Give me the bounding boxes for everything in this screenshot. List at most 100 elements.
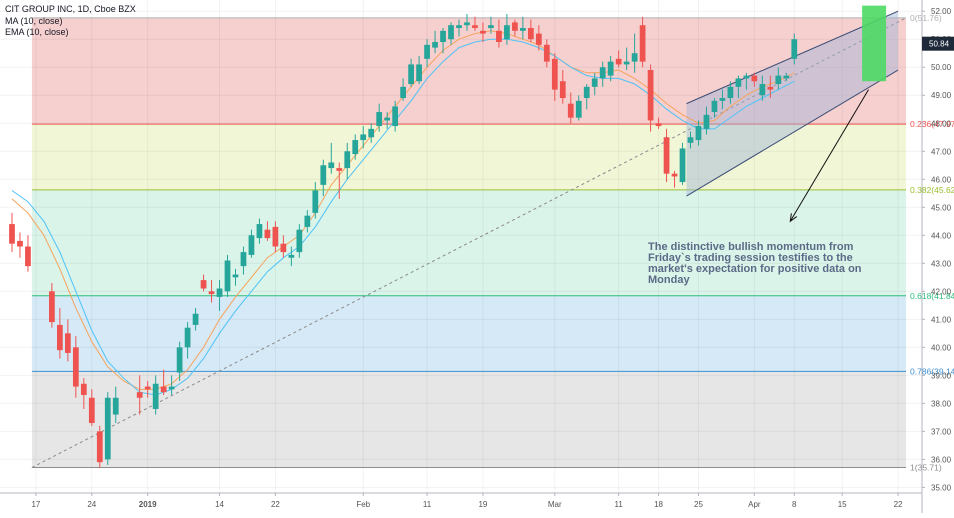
candle-body <box>208 291 215 295</box>
candle-body <box>591 78 598 87</box>
candle-body <box>440 30 446 43</box>
candle <box>160 369 167 395</box>
price-tick-label: 44.00 <box>931 231 952 240</box>
candle <box>96 425 103 468</box>
candle <box>448 22 454 45</box>
candle-body <box>575 100 582 118</box>
time-tick-label: 22 <box>271 500 280 509</box>
candle <box>543 39 550 68</box>
price-tick-label: 35.00 <box>931 483 952 492</box>
candle-body <box>112 397 119 415</box>
candle-body <box>583 86 590 99</box>
candle-body <box>232 274 239 278</box>
candle <box>240 246 247 275</box>
annotation-arrow-head <box>789 213 798 223</box>
candle <box>320 159 327 197</box>
candle-body <box>272 226 279 247</box>
candle <box>368 123 375 143</box>
candle-body <box>392 106 399 127</box>
price-tick-label: 37.00 <box>931 427 952 436</box>
candle <box>607 56 614 82</box>
ma-indicator-label[interactable]: MA (10, close) <box>5 16 63 26</box>
candle <box>480 22 486 43</box>
candle <box>583 84 590 110</box>
candle <box>72 336 79 398</box>
candle-body <box>607 61 614 76</box>
candle <box>615 50 622 68</box>
candle-body <box>631 53 638 62</box>
candle <box>192 308 199 331</box>
candle <box>496 19 502 48</box>
candle <box>176 341 183 381</box>
ema-indicator-label[interactable]: EMA (10, close) <box>5 27 69 37</box>
candle <box>104 392 111 465</box>
candle-body <box>288 254 295 258</box>
candle <box>416 56 422 85</box>
fib-zone-0.618-0.786 <box>31 295 907 372</box>
candle-body <box>344 151 351 169</box>
candle-body <box>96 431 103 463</box>
fib-label-1: 1(35.71) <box>910 463 942 473</box>
candle <box>512 19 518 37</box>
candle <box>519 16 526 40</box>
price-tick-label: 50.00 <box>931 63 952 72</box>
candle-body <box>248 235 255 255</box>
candle-body <box>527 28 534 40</box>
time-tick-label: 18 <box>654 500 663 509</box>
candle <box>352 134 359 160</box>
candle-body <box>200 280 207 289</box>
candle <box>80 378 87 409</box>
chart-annotation-text: The distinctive bullish momentum from Fr… <box>648 241 862 286</box>
fib-label-0.236: 0.236(47.97) <box>910 119 954 129</box>
candle-body <box>17 240 23 247</box>
candle-body <box>72 347 79 387</box>
candle <box>527 19 534 43</box>
candle-body <box>456 25 462 29</box>
candle <box>663 128 670 183</box>
candle-body <box>136 392 143 398</box>
candle <box>384 112 391 129</box>
candle <box>575 95 582 121</box>
fib-zone-0.382-0.618 <box>31 189 907 296</box>
candle-body <box>49 291 55 323</box>
price-tick-label: 38.00 <box>931 399 952 408</box>
candle <box>336 162 343 199</box>
candle <box>56 308 63 359</box>
fib-label-0: 0(51.76) <box>910 13 942 23</box>
candle <box>432 30 438 54</box>
fib-zone-0.236-0.382 <box>31 124 907 190</box>
candle <box>679 142 686 185</box>
candle-body <box>304 215 311 227</box>
candle-body <box>719 98 726 101</box>
candle-body <box>352 140 359 155</box>
time-tick-label: 15 <box>838 500 847 509</box>
fib-label-0.382: 0.382(45.62) <box>910 185 954 195</box>
candle <box>64 319 71 362</box>
candle-body <box>376 112 383 127</box>
candle <box>751 72 758 87</box>
candle <box>631 33 638 73</box>
channel-lower-line <box>686 69 899 197</box>
candle-body <box>424 44 430 59</box>
price-tick-label: 39.00 <box>931 371 952 380</box>
candle-body <box>496 30 502 43</box>
annotation-arrow-line <box>789 89 869 222</box>
candle-body <box>448 25 454 40</box>
candle-body <box>384 117 391 121</box>
candle <box>695 120 702 146</box>
time-tick-label: 17 <box>31 500 40 509</box>
candle-body <box>663 137 670 174</box>
candle-body <box>512 22 518 31</box>
candle-body <box>695 126 702 141</box>
candle-body <box>599 67 606 79</box>
candle <box>647 64 654 132</box>
candle-body <box>104 397 111 460</box>
candle-body <box>639 25 646 62</box>
candle-body <box>336 168 343 171</box>
candle <box>280 235 287 258</box>
candle <box>344 142 351 180</box>
candle <box>88 389 95 426</box>
price-tick-label: 40.00 <box>931 343 952 352</box>
candle-body <box>519 28 526 31</box>
